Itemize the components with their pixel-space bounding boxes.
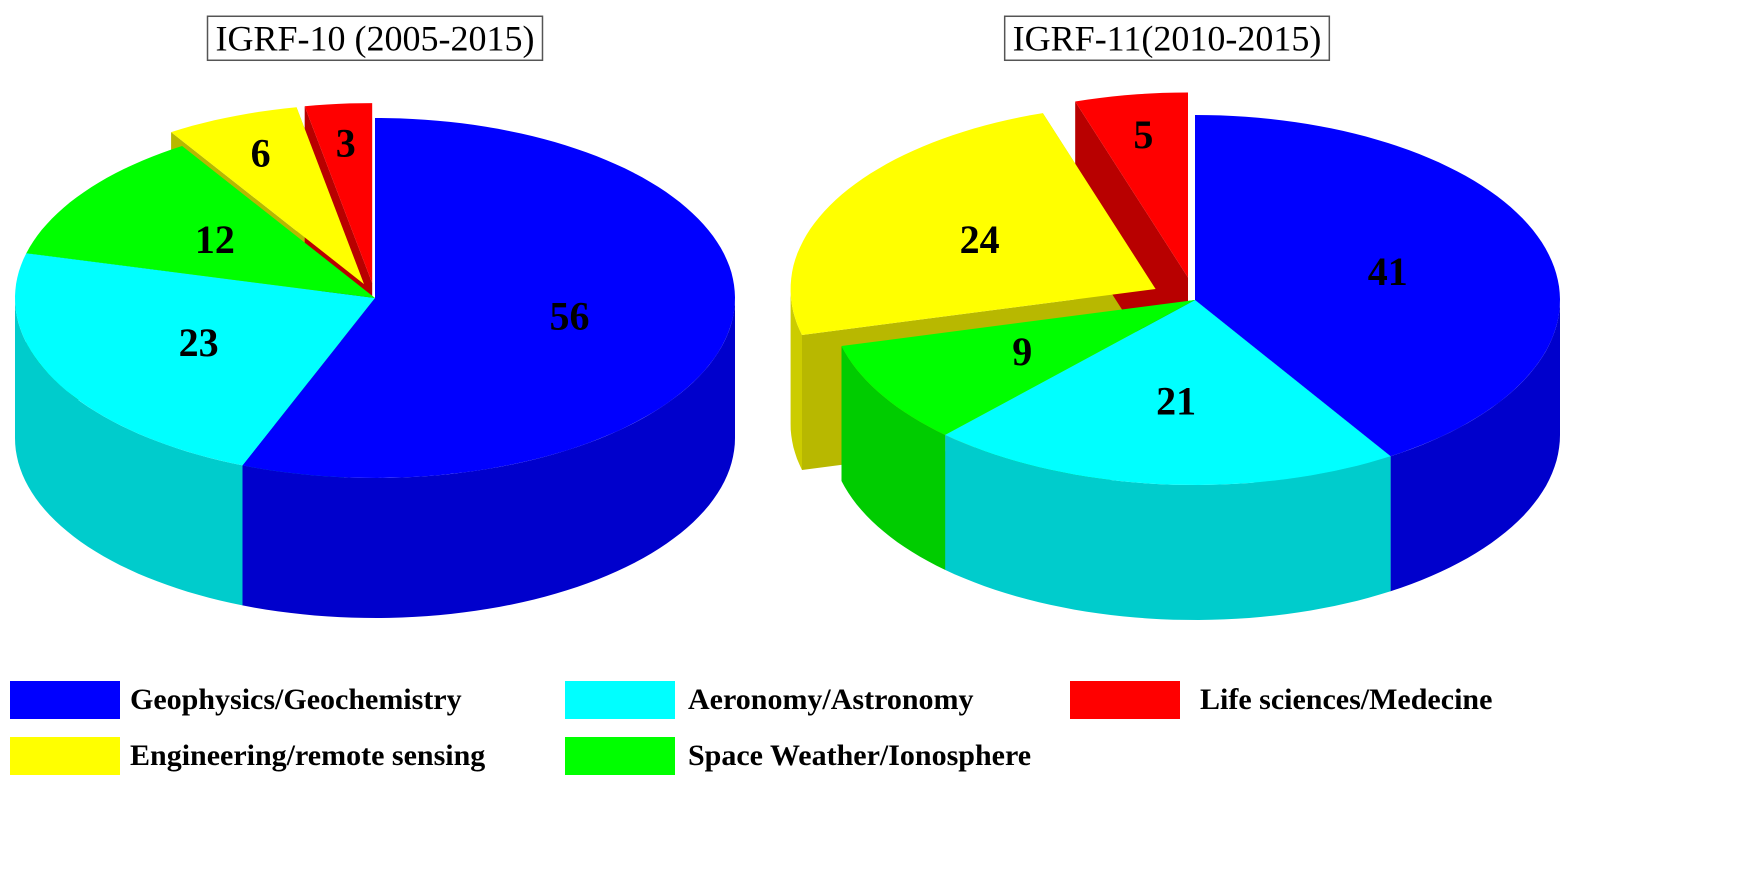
- title-box: [1003, 15, 1331, 62]
- title-box: [206, 15, 544, 62]
- chart-title: IGRF-10 (2005-2015): [216, 18, 535, 58]
- pie: [15, 103, 735, 618]
- slice: [1075, 92, 1188, 278]
- slice-wall: [15, 298, 243, 606]
- slice: [1195, 115, 1560, 457]
- legend-swatch: [10, 681, 120, 719]
- legend-label: Geophysics/Geochemistry: [130, 683, 462, 716]
- data-label: 23: [179, 320, 219, 365]
- data-label: 9: [1012, 329, 1032, 374]
- data-label: 41: [1368, 249, 1408, 294]
- slice: [15, 253, 375, 466]
- slice-wall: [1390, 300, 1560, 592]
- slice: [790, 113, 1156, 335]
- data-label: 3: [336, 120, 356, 165]
- slice: [26, 146, 376, 298]
- slice: [945, 300, 1391, 485]
- legend-swatch: [565, 737, 675, 775]
- slice-wall: [841, 346, 946, 570]
- chart-title: IGRF-11(2010-2015): [1013, 18, 1322, 58]
- pie: [790, 92, 1560, 620]
- data-label: 56: [549, 294, 589, 339]
- slice-wall: [945, 434, 1391, 620]
- legend-label: Space Weather/Ionosphere: [688, 739, 1031, 772]
- data-label: 6: [251, 131, 271, 176]
- data-label: 24: [960, 217, 1000, 262]
- slice: [171, 107, 364, 285]
- slice: [242, 118, 735, 478]
- legend-label: Engineering/remote sensing: [130, 739, 485, 772]
- slice: [304, 103, 373, 284]
- legend-label: Aeronomy/Astronomy: [688, 683, 974, 716]
- slice-wall: [790, 289, 802, 470]
- data-label: 21: [1156, 378, 1196, 423]
- data-label: 5: [1133, 112, 1153, 157]
- legend-swatch: [1070, 681, 1180, 719]
- slice: [841, 300, 1195, 435]
- data-label: 12: [195, 217, 235, 262]
- legend-swatch: [565, 681, 675, 719]
- legend-swatch: [10, 737, 120, 775]
- legend-label: Life sciences/Medecine: [1200, 683, 1492, 716]
- slice-wall: [242, 298, 735, 618]
